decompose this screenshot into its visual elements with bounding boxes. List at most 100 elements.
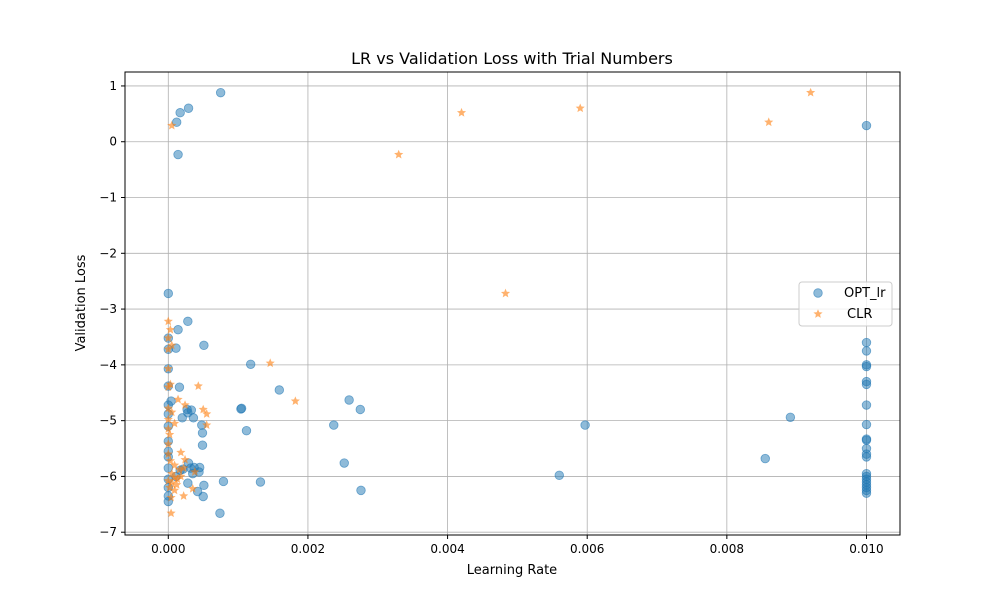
x-tick-label: 0.004 [430,542,464,556]
y-tick-label: −6 [99,469,117,483]
clr-point [163,363,173,373]
opt-lr-point [861,361,872,372]
clr-point [165,324,175,334]
x-axis-ticks: 0.000 0.002 0.004 0.006 0.008 0.010 [151,535,884,556]
y-tick-label: 0 [109,135,117,149]
clr-point [193,381,203,390]
clr-point [163,414,173,424]
opt-lr-point [255,477,266,487]
clr-point [167,120,177,130]
opt-lr-point [329,420,339,430]
opt-lr-point [356,485,366,496]
opt-lr-point [245,359,256,370]
opt-lr-point [199,340,209,351]
opt-lr-point [218,476,229,487]
opt-lr-point [241,425,252,436]
clr-point [170,418,180,428]
plot-frame [124,71,901,536]
clr-point [166,508,176,518]
opt-lr-points [163,87,872,518]
x-tick-label: 0.008 [710,542,744,556]
clr-point [163,439,173,448]
clr-point [163,333,173,342]
clr-point [163,403,173,413]
y-tick-label: −5 [99,414,117,428]
opt-lr-point [861,346,872,356]
opt-lr-point [861,488,872,498]
y-tick-label: −2 [99,246,117,260]
clr-point [806,87,816,97]
grid-lines [125,72,900,535]
opt-lr-point [861,337,872,348]
x-tick-label: 0.006 [570,542,604,556]
opt-lr-point [785,412,796,422]
opt-lr-point [215,508,225,518]
opt-lr-point [861,400,872,410]
clr-point [167,407,177,417]
clr-point [180,400,190,409]
clr-point [198,404,208,414]
x-tick-label: 0.010 [849,542,883,556]
clr-point [265,358,275,368]
opt-lr-point [861,120,872,131]
opt-lr-point [197,440,208,450]
opt-lr-point [175,108,185,118]
x-tick-label: 0.002 [291,542,325,556]
clr-point [172,474,182,484]
clr-point [764,117,774,127]
clr-points [163,87,816,518]
opt-lr-point [197,428,208,438]
opt-lr-point [183,478,193,488]
opt-lr-point [861,379,872,390]
y-tick-label: −3 [99,302,117,316]
clr-point [167,340,177,350]
legend-marker-opt-lr [813,288,823,298]
legend-marker-clr [813,309,823,318]
clr-point [188,483,198,493]
opt-lr-point [236,404,246,414]
legend-label-clr: CLR [847,307,872,322]
clr-point [165,429,175,439]
legend-circle-marker [813,288,823,298]
y-tick-label: 1 [109,79,117,93]
clr-point [202,409,212,418]
opt-lr-point [554,470,564,481]
opt-lr-point [274,385,285,395]
opt-lr-point [198,491,208,502]
opt-lr-point [163,288,173,299]
opt-lr-point [215,87,226,98]
clr-point [394,149,404,159]
y-axis-ticks: 1 0 −1 −2 −3 −4 −5 −6 −7 [99,79,125,539]
clr-point [163,382,173,392]
x-tick-label: 0.000 [151,542,185,556]
y-tick-label: −7 [99,525,117,539]
clr-point [163,344,173,354]
opt-lr-point [580,420,590,430]
clr-point [174,464,185,474]
opt-lr-point [355,404,365,415]
clr-point [173,394,183,404]
clr-point [575,103,585,113]
y-axis-label: Validation Loss [74,254,89,351]
chart-title: LR vs Validation Loss with Trial Numbers [351,49,673,68]
clr-point [179,463,189,472]
opt-lr-point [344,395,354,405]
opt-lr-point [199,480,209,491]
x-axis-label: Learning Rate [467,563,557,578]
clr-point [163,316,173,326]
clr-point [500,288,511,298]
clr-point [176,447,186,457]
clr-point [190,467,200,476]
opt-lr-point [183,103,194,113]
clr-point [163,424,173,433]
y-tick-label: −4 [99,358,117,372]
opt-lr-point [174,382,185,392]
opt-lr-point [173,149,183,160]
opt-lr-point [183,316,193,327]
opt-lr-point [173,325,183,335]
clr-point [202,420,212,429]
opt-lr-point [188,413,199,423]
clr-point [290,396,300,405]
opt-lr-point [760,453,770,464]
